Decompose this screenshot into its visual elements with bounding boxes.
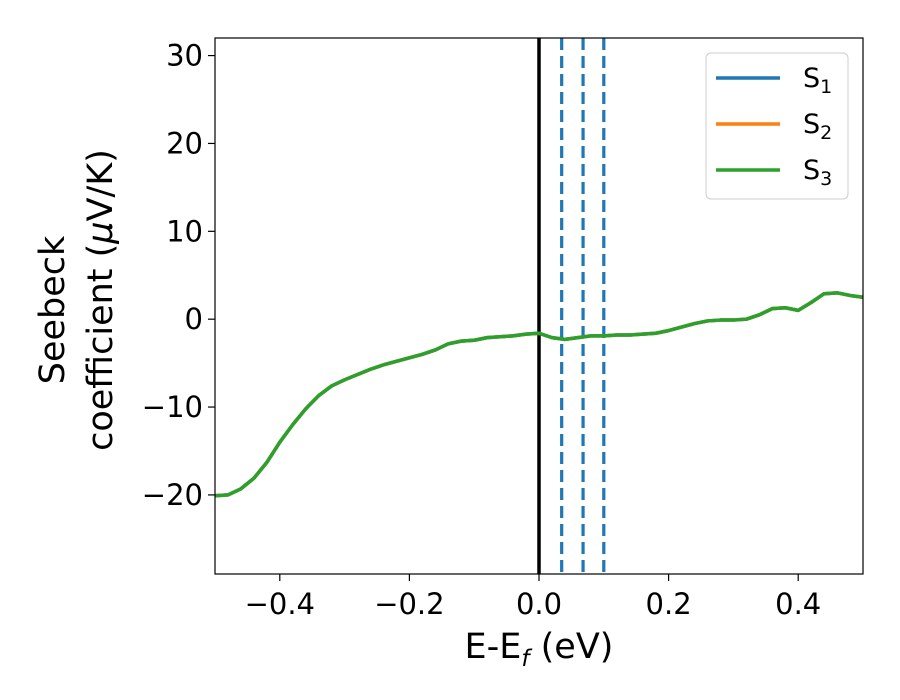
x-tick-label: 0.2 — [646, 587, 692, 621]
plot-area — [215, 38, 863, 574]
y-tick-label: −10 — [142, 390, 203, 424]
y-axis-label-line1: Seebeck — [33, 235, 73, 384]
legend-label-s2: S2 — [803, 109, 832, 144]
x-tick-label: 0.0 — [516, 587, 562, 621]
x-tick-label: −0.4 — [245, 587, 315, 621]
y-tick-label: 20 — [166, 126, 203, 160]
x-tick-label: 0.4 — [775, 587, 821, 621]
y-tick-label: 30 — [166, 39, 203, 73]
x-axis-label: E-Ef (eV) — [465, 627, 614, 672]
y-tick-label: −20 — [142, 478, 203, 512]
y-axis-ticks: −20 −10 0 10 20 30 — [142, 39, 215, 512]
series-line-s3 — [215, 291, 863, 498]
legend-box — [705, 52, 849, 200]
x-tick-label: −0.2 — [374, 587, 444, 621]
vertical-reference-lines — [537, 38, 606, 574]
legend-label-s1: S1 — [803, 63, 832, 98]
legend-label-s3: S3 — [803, 155, 832, 190]
y-tick-label: 0 — [185, 302, 203, 336]
y-tick-label: 10 — [166, 214, 203, 248]
legend: S1 S2 S3 — [705, 52, 849, 200]
series-lines — [215, 291, 863, 498]
y-axis-label-line2: coefficient (μV/K) — [81, 149, 121, 451]
x-axis-ticks: −0.4 −0.2 0.0 0.2 0.4 — [245, 574, 821, 621]
